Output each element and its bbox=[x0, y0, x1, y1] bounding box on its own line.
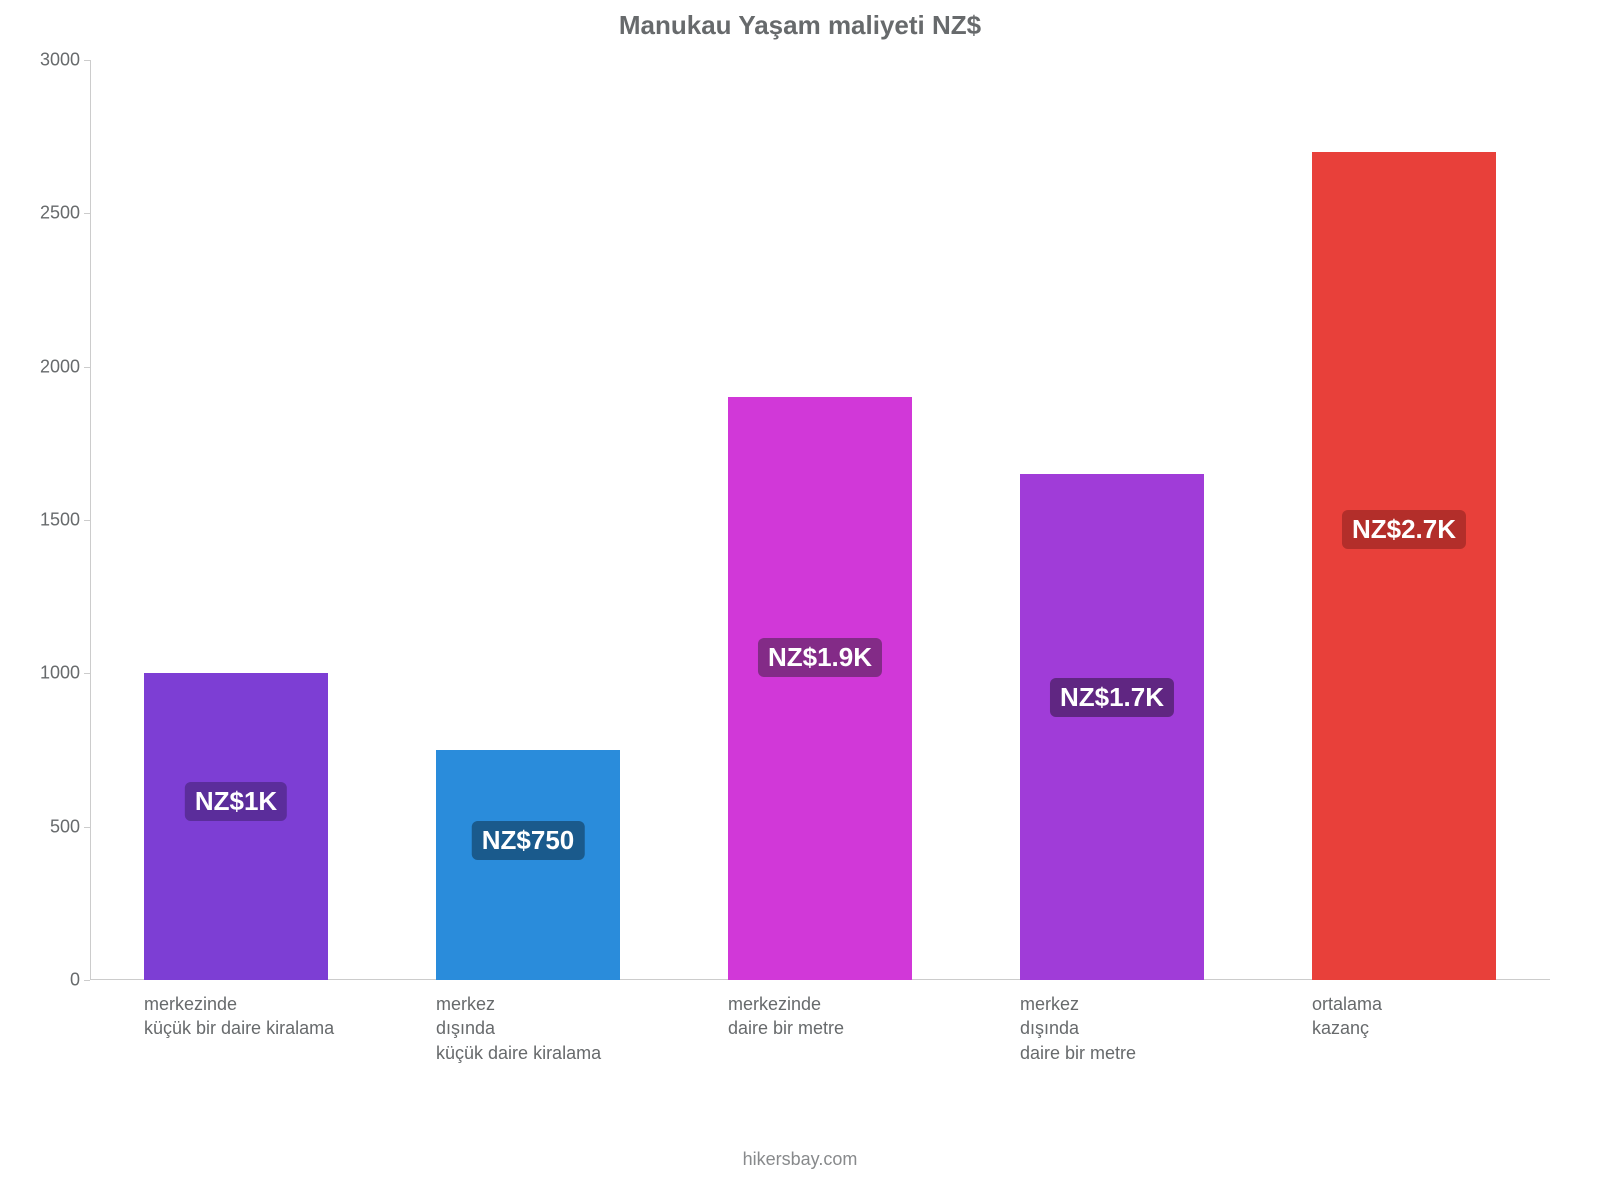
bar-value-label: NZ$1.7K bbox=[1050, 678, 1174, 717]
y-tick-mark bbox=[84, 367, 90, 368]
plot-inner: 050010001500200025003000NZ$1Kmerkezinde … bbox=[90, 60, 1550, 980]
x-category-label: merkezinde daire bir metre bbox=[728, 980, 844, 1041]
bar bbox=[436, 750, 620, 980]
y-tick-label: 3000 bbox=[40, 50, 90, 71]
y-tick-mark bbox=[84, 980, 90, 981]
y-tick-label: 2000 bbox=[40, 356, 90, 377]
bar bbox=[1020, 474, 1204, 980]
y-tick-label: 2500 bbox=[40, 203, 90, 224]
y-tick-mark bbox=[84, 213, 90, 214]
x-category-label: merkez dışında daire bir metre bbox=[1020, 980, 1136, 1065]
cost-of-living-chart: Manukau Yaşam maliyeti NZ$ 0500100015002… bbox=[0, 0, 1600, 1200]
chart-footer: hikersbay.com bbox=[0, 1149, 1600, 1170]
y-tick-mark bbox=[84, 673, 90, 674]
bar-value-label: NZ$2.7K bbox=[1342, 510, 1466, 549]
bar-value-label: NZ$750 bbox=[472, 821, 585, 860]
plot-area: 050010001500200025003000NZ$1Kmerkezinde … bbox=[90, 60, 1550, 980]
bar-value-label: NZ$1.9K bbox=[758, 638, 882, 677]
y-tick-mark bbox=[84, 827, 90, 828]
x-category-label: merkezinde küçük bir daire kiralama bbox=[144, 980, 334, 1041]
y-tick-mark bbox=[84, 520, 90, 521]
x-category-label: ortalama kazanç bbox=[1312, 980, 1382, 1041]
bar bbox=[144, 673, 328, 980]
x-category-label: merkez dışında küçük daire kiralama bbox=[436, 980, 601, 1065]
chart-title: Manukau Yaşam maliyeti NZ$ bbox=[0, 10, 1600, 41]
y-tick-label: 1500 bbox=[40, 510, 90, 531]
bar-value-label: NZ$1K bbox=[185, 782, 287, 821]
bar bbox=[728, 397, 912, 980]
y-tick-mark bbox=[84, 60, 90, 61]
y-tick-label: 1000 bbox=[40, 663, 90, 684]
bar bbox=[1312, 152, 1496, 980]
